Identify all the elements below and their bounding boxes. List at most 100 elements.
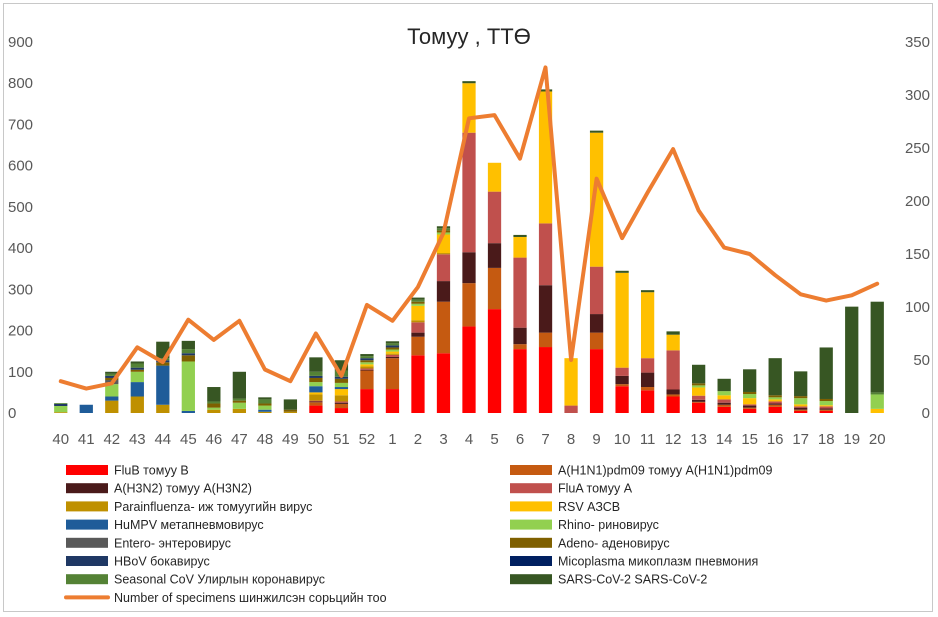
y-right-tick: 300 — [905, 87, 930, 104]
x-tick-label: 20 — [869, 431, 886, 448]
x-tick-label: 43 — [129, 431, 146, 448]
bar-segment — [819, 405, 833, 407]
x-tick-label: 14 — [716, 431, 733, 448]
bar-segment — [538, 285, 553, 333]
bar-segment — [589, 332, 604, 350]
bar-segment — [232, 398, 246, 401]
x-tick-label: 8 — [567, 431, 575, 448]
legend-swatch — [66, 537, 108, 548]
bar-segment — [717, 391, 731, 396]
legend-label: A(H3N2) томуу A(H3N2) — [114, 482, 252, 496]
bar-segment — [385, 351, 400, 354]
bar-segment — [513, 344, 527, 350]
legend-swatch — [510, 556, 552, 566]
bar-segment — [130, 382, 144, 397]
bar-segment — [411, 320, 425, 323]
bar-segment — [487, 243, 502, 268]
bar-segment — [385, 343, 400, 346]
bar-segment — [640, 358, 655, 373]
bar-segment — [360, 354, 374, 357]
bar-segment — [105, 377, 119, 381]
bar-segment — [181, 340, 195, 350]
y-left-tick: 200 — [8, 323, 33, 340]
bar-segment — [105, 400, 119, 413]
x-tick-label: 51 — [333, 431, 350, 448]
bar-segment — [130, 367, 144, 370]
bar-segment — [564, 405, 578, 413]
line-point — [365, 303, 369, 307]
bar-segment — [692, 402, 706, 413]
x-tick-label: 1 — [388, 431, 396, 448]
legend-swatch — [66, 465, 108, 475]
line-point — [773, 273, 777, 277]
bar-segment — [487, 309, 502, 413]
bar-segment — [360, 360, 374, 363]
bar-segment — [54, 412, 68, 413]
line-point — [314, 332, 318, 335]
bar-segment — [334, 382, 349, 388]
legend-label: Seasonal CoV Улирлын коронавирус — [114, 573, 325, 587]
bar-segment — [743, 398, 757, 405]
bar-segment — [334, 395, 349, 402]
bar-segment — [462, 326, 476, 413]
bar-segment — [436, 253, 451, 255]
bar-segment — [692, 383, 706, 386]
bar-segment — [615, 272, 629, 368]
bar-segment — [309, 392, 323, 395]
bar-segment — [717, 404, 731, 407]
bar-segment — [743, 408, 757, 413]
y-left-tick: 500 — [8, 199, 33, 216]
bar-segment — [768, 404, 782, 407]
x-tick-label: 46 — [206, 431, 223, 448]
x-tick-label: 16 — [767, 431, 784, 448]
legend-swatch — [510, 501, 552, 512]
bar-segment — [692, 399, 706, 402]
x-tick-label: 3 — [439, 431, 447, 448]
bar-segment — [411, 305, 425, 321]
x-tick-label: 41 — [78, 431, 95, 448]
line-point — [161, 360, 165, 364]
bar-segment — [360, 356, 374, 359]
bar-segment — [105, 373, 119, 376]
bar-segment — [385, 345, 400, 348]
x-tick-label: 48 — [257, 431, 274, 448]
bar-segment — [283, 409, 298, 412]
x-tick-label: 5 — [490, 431, 498, 448]
bar-segment — [309, 357, 323, 372]
bar-segment — [513, 349, 527, 413]
bar-segment — [232, 400, 246, 403]
bar-segment — [105, 371, 119, 374]
bar-segment — [768, 403, 782, 405]
bar-segment — [283, 411, 298, 413]
bar-segment — [436, 281, 451, 302]
bar-segment — [768, 399, 782, 402]
bar-segment — [258, 405, 272, 410]
bar-segment — [334, 408, 349, 413]
bar-segment — [462, 283, 476, 327]
bar-segment — [666, 396, 680, 413]
x-tick-label: 44 — [154, 431, 171, 448]
bar-segment — [232, 402, 246, 409]
x-tick-label: 2 — [414, 431, 422, 448]
line-point — [595, 177, 599, 181]
bar-segment — [360, 370, 374, 390]
legend-swatch — [510, 483, 552, 494]
bar-segment — [615, 386, 629, 413]
bar-segment — [360, 369, 374, 371]
x-tick-label: 7 — [541, 431, 549, 448]
bar-segment — [54, 403, 68, 404]
y-right-tick: 200 — [905, 193, 930, 210]
bar-segment — [309, 371, 323, 376]
bar-segment — [258, 411, 272, 413]
bar-segment — [640, 290, 655, 293]
line-point — [390, 319, 394, 323]
line-point — [671, 147, 675, 151]
bar-segment — [819, 406, 833, 409]
legend-swatch — [66, 556, 108, 566]
x-tick-label: 40 — [52, 431, 69, 448]
bar-segment — [411, 336, 425, 356]
line-point — [875, 282, 879, 286]
line-point — [110, 381, 114, 385]
bar-segment — [360, 389, 374, 413]
bar-segment — [666, 394, 680, 397]
